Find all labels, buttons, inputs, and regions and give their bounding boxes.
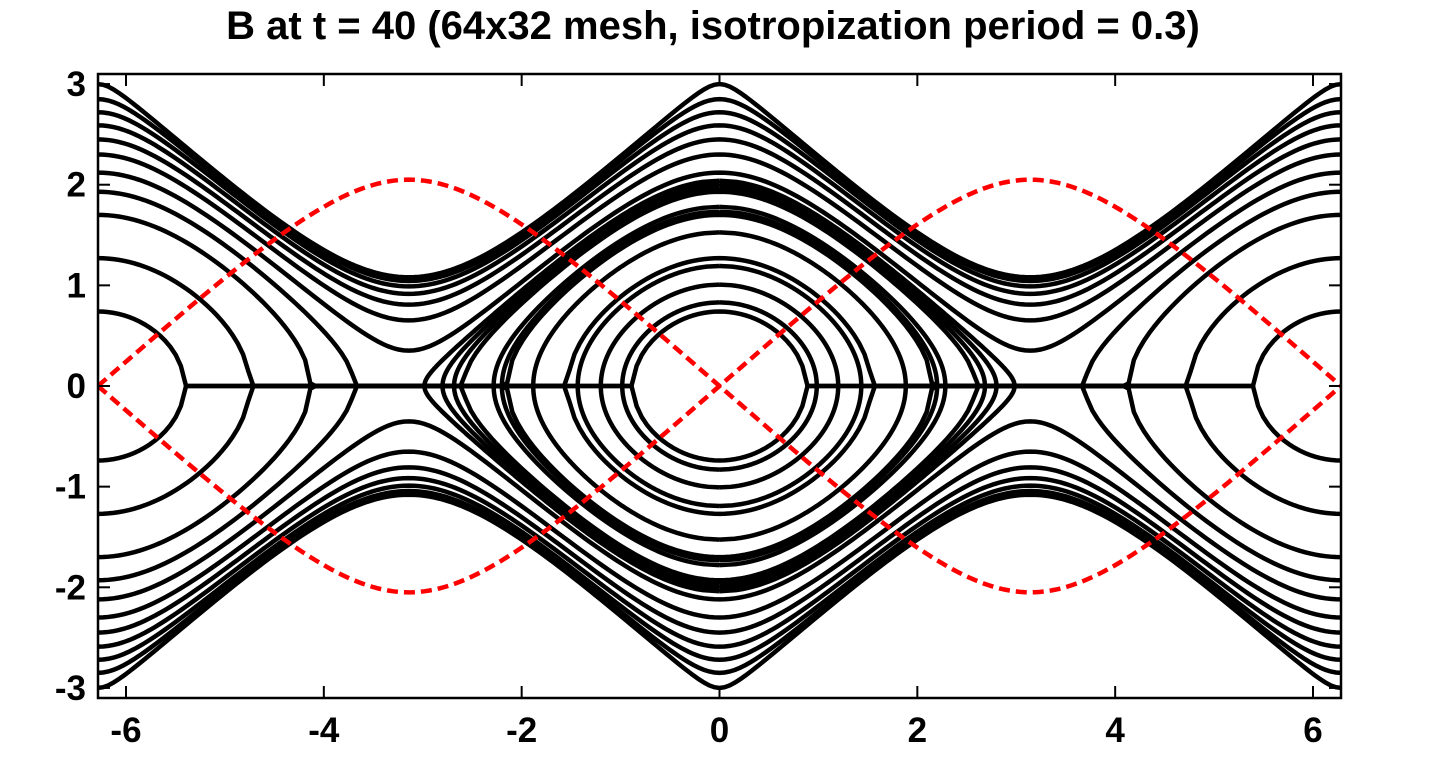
field-line-open	[98, 212, 1341, 389]
y-tick-label: -1	[55, 468, 86, 507]
field-line-closed	[719, 182, 999, 590]
y-tick-label: 3	[67, 65, 86, 104]
field-line-closed	[719, 204, 948, 568]
field-line-closed	[440, 182, 720, 590]
field-line-open	[98, 383, 1341, 583]
field-line-open	[98, 383, 1341, 560]
field-line-closed	[719, 282, 841, 490]
field-line-closed	[719, 300, 819, 472]
field-line-open	[98, 170, 1341, 353]
field-line-open	[98, 488, 1341, 676]
field-line-closed	[491, 204, 720, 568]
separatrix-layer	[98, 177, 1341, 595]
field-line-closed	[422, 178, 720, 594]
x-tick-label: 4	[1105, 711, 1125, 750]
y-tick-label: 2	[67, 166, 86, 205]
field-line-closed	[620, 300, 720, 472]
x-tick-label: -2	[506, 711, 537, 750]
field-line-open	[98, 96, 1341, 284]
y-tick-label: 1	[67, 266, 86, 305]
x-tick-label: 2	[908, 711, 927, 750]
field-line-closed	[451, 185, 720, 587]
field-line-open	[98, 383, 1341, 517]
field-line-closed	[719, 178, 1017, 594]
field-line-open	[98, 152, 1341, 323]
y-tick-label: -2	[55, 568, 86, 607]
field-line-open	[98, 483, 1341, 663]
field-line-open	[98, 109, 1341, 289]
chart-title: B at t = 40 (64x32 mesh, isotropization …	[226, 4, 1200, 48]
field-line-closed	[575, 263, 720, 509]
field-line-open	[98, 419, 1341, 602]
separatrix-line	[98, 177, 1341, 595]
x-tick-label: -4	[308, 711, 340, 750]
ticks-layer: -6 -4 -2 0 2 4 6 -3 -2 -1 0 1 2 3	[55, 65, 1341, 750]
y-tick-label: 0	[67, 367, 86, 406]
field-line-closed	[499, 209, 720, 563]
field-line-open	[98, 475, 1341, 649]
field-line-closed	[719, 209, 940, 563]
field-line-closed	[719, 185, 988, 587]
field-line-closed	[719, 263, 864, 509]
field-line-open	[98, 137, 1341, 307]
field-line-open	[98, 449, 1341, 620]
field-line-open	[98, 255, 1341, 389]
field-line-open	[98, 123, 1341, 297]
field-line-closed	[598, 282, 720, 490]
x-tick-label: 0	[710, 711, 729, 750]
field-line-open	[98, 465, 1341, 635]
field-line-open	[98, 189, 1341, 389]
x-tick-label: -6	[110, 711, 141, 750]
field-line-closed	[719, 230, 909, 542]
x-tick-label: 6	[1303, 711, 1322, 750]
y-tick-label: -3	[55, 669, 86, 708]
